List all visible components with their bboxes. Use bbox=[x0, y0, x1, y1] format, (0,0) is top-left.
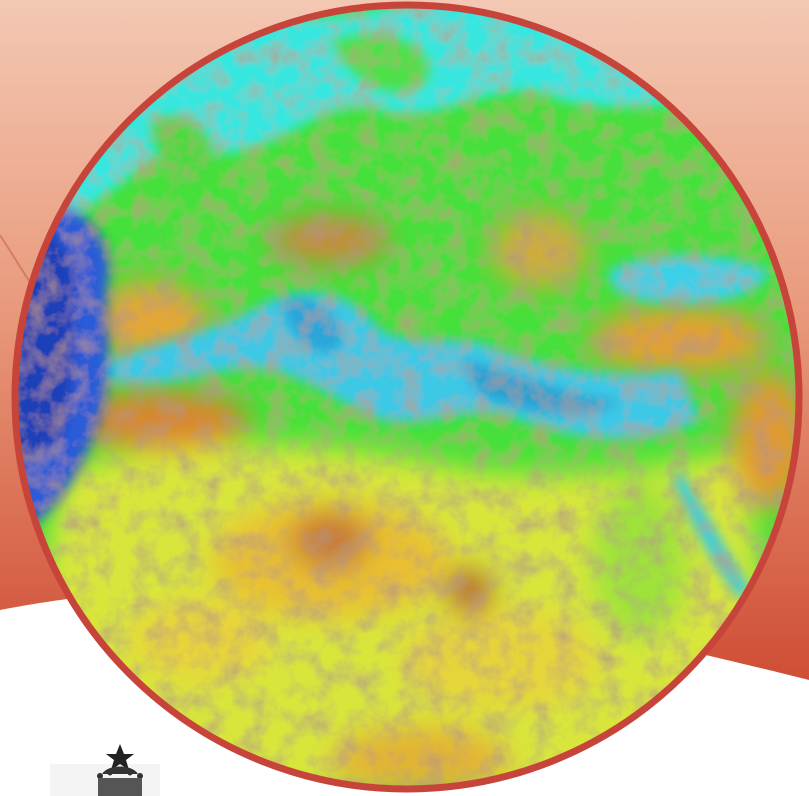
map-frame bbox=[11, 1, 803, 793]
emblem bbox=[50, 744, 160, 796]
